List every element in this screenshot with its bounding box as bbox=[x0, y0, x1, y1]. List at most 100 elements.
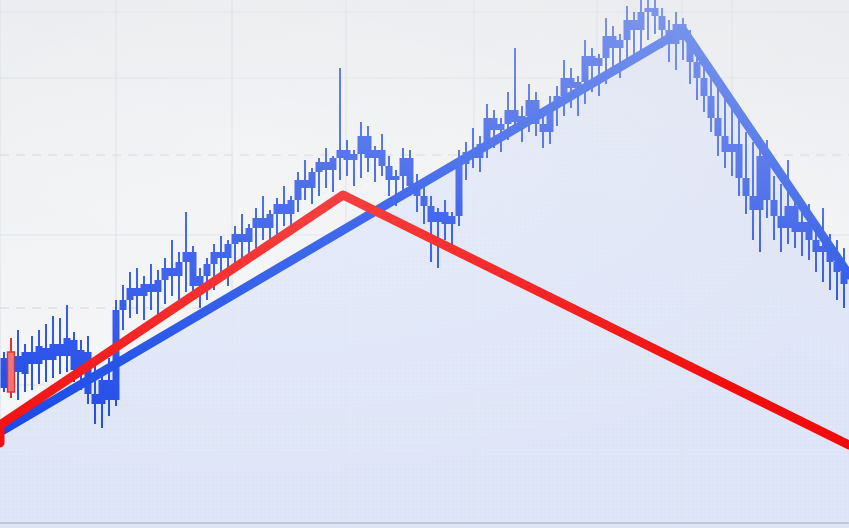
price-bar-body bbox=[350, 154, 358, 160]
price-bar-body bbox=[308, 172, 316, 188]
price-bar-body bbox=[217, 252, 225, 258]
price-bar-body bbox=[406, 158, 414, 186]
price-bar-body bbox=[371, 150, 379, 158]
price-bar-body bbox=[14, 356, 22, 372]
price-bar-body bbox=[224, 244, 232, 258]
price-bar-body bbox=[119, 300, 127, 310]
price-bar-body bbox=[91, 394, 99, 404]
price-bar-body bbox=[329, 158, 337, 170]
price-bar-body bbox=[210, 252, 218, 264]
price-bar-body bbox=[595, 58, 603, 66]
price-bar-body bbox=[238, 234, 246, 242]
price-bar-body bbox=[609, 36, 617, 48]
price-bar-body bbox=[126, 288, 134, 300]
price-bar-body bbox=[49, 344, 57, 360]
price-bar-body bbox=[315, 162, 323, 172]
price-bar-body bbox=[336, 150, 344, 158]
price-bar-body bbox=[42, 348, 50, 360]
price-bar-body bbox=[203, 264, 211, 276]
price-bar-body bbox=[252, 218, 260, 228]
price-bar-body bbox=[259, 218, 267, 228]
price-bar-body bbox=[567, 78, 575, 88]
price-bar-body bbox=[294, 180, 302, 200]
price-bar-body bbox=[266, 214, 274, 228]
price-bar-body bbox=[707, 96, 715, 118]
price-bar-body bbox=[637, 12, 645, 30]
price-bar-body bbox=[112, 310, 120, 400]
price-bar-body bbox=[658, 16, 666, 30]
price-bar-body bbox=[581, 56, 589, 82]
price-bar-body bbox=[175, 262, 183, 276]
price-bar-body bbox=[784, 206, 792, 228]
price-bar-body bbox=[511, 110, 519, 122]
price-bar-body bbox=[322, 162, 330, 170]
price-bar-body bbox=[35, 346, 43, 364]
price-bar-body bbox=[497, 124, 505, 130]
price-bar-body bbox=[28, 352, 36, 364]
price-bar-body bbox=[357, 136, 365, 154]
price-bar-body bbox=[161, 268, 169, 280]
price-bar-body bbox=[385, 166, 393, 180]
price-bar-body bbox=[287, 200, 295, 214]
price-bar-body bbox=[756, 156, 764, 210]
price-bar-body bbox=[791, 206, 799, 232]
price-bar-body bbox=[448, 216, 456, 224]
price-bar-body bbox=[616, 40, 624, 48]
price-bar-body bbox=[301, 180, 309, 188]
price-bar-body bbox=[742, 178, 750, 196]
price-bar-body bbox=[364, 136, 372, 158]
price-bar-body bbox=[378, 150, 386, 166]
price-bar-body bbox=[623, 20, 631, 40]
price-bar-body bbox=[273, 204, 281, 214]
price-bar-body bbox=[56, 344, 64, 356]
price-bar-body bbox=[560, 78, 568, 96]
price-bar-body bbox=[588, 56, 596, 66]
price-bar-body bbox=[392, 176, 400, 180]
price-bar-body bbox=[63, 338, 71, 356]
price-bar-body bbox=[728, 144, 736, 152]
price-bar-body bbox=[154, 280, 162, 292]
price-bar-body bbox=[735, 144, 743, 178]
price-bar-body bbox=[630, 20, 638, 30]
price-bar-body bbox=[812, 240, 820, 252]
price-bar-body bbox=[770, 200, 778, 216]
price-bar-body bbox=[651, 8, 659, 16]
price-bar-body bbox=[749, 196, 757, 210]
price-bar-body bbox=[525, 100, 533, 116]
price-bar-body bbox=[140, 284, 148, 296]
price-bar-body bbox=[644, 8, 652, 12]
price-bar-body bbox=[21, 352, 29, 374]
price-bar-body bbox=[434, 212, 442, 222]
price-bar-body bbox=[343, 150, 351, 160]
price-bar-body bbox=[6, 351, 16, 393]
price-bar-body bbox=[70, 340, 78, 370]
price-bar-body bbox=[399, 158, 407, 176]
price-bar-body bbox=[231, 234, 239, 244]
price-bar-body bbox=[182, 252, 190, 262]
price-bar-body bbox=[147, 284, 155, 292]
price-bar-body bbox=[189, 252, 197, 286]
price-bar-body bbox=[721, 136, 729, 152]
price-bar-body bbox=[693, 62, 701, 78]
price-bar-body bbox=[133, 288, 141, 296]
price-bar-body bbox=[427, 206, 435, 222]
price-bar-body bbox=[539, 124, 547, 132]
price-bar-body bbox=[798, 222, 806, 232]
price-bar-body bbox=[490, 118, 498, 130]
price-bar-body bbox=[105, 380, 113, 400]
price-bar-body bbox=[455, 164, 463, 216]
price-bar-body bbox=[777, 216, 785, 228]
price-bar-body bbox=[280, 204, 288, 214]
price-bar-body bbox=[420, 196, 428, 206]
price-bar-body bbox=[714, 118, 722, 136]
price-bar-body bbox=[0, 358, 8, 388]
price-bar-body bbox=[168, 268, 176, 276]
price-bar-body bbox=[700, 78, 708, 96]
price-bar-body bbox=[504, 110, 512, 124]
price-bar-body bbox=[441, 212, 449, 224]
price-bar-body bbox=[245, 228, 253, 242]
price-bar-body bbox=[602, 36, 610, 58]
price-bar-body bbox=[98, 380, 106, 404]
